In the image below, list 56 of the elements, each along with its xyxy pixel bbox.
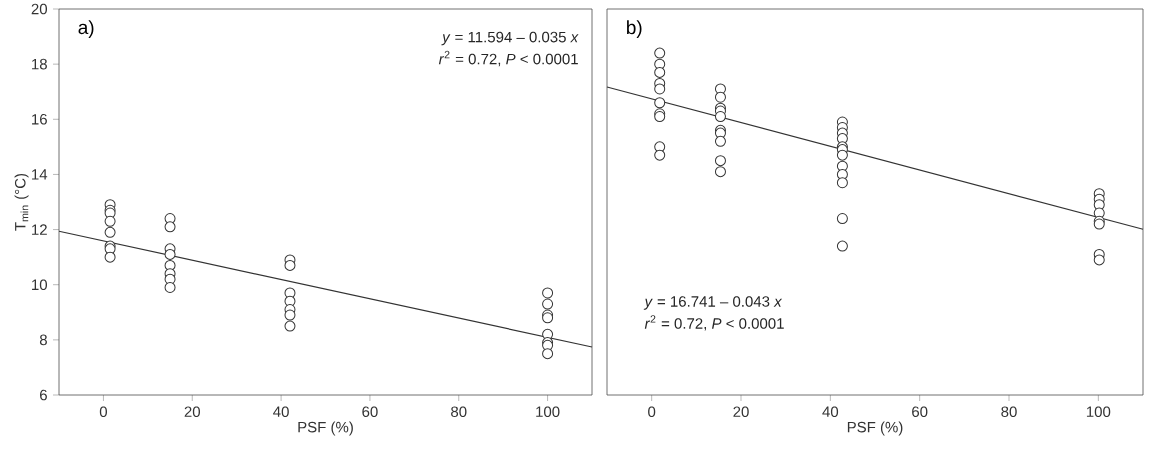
x-tick-label: 40 xyxy=(273,406,289,418)
point xyxy=(654,47,666,59)
point xyxy=(714,166,726,178)
annotation: r$^{2}$ = 0.72, P < 0.0001 xyxy=(644,315,784,331)
x-axis-title: PSF (%) xyxy=(298,421,353,436)
x-tick-label: 80 xyxy=(1001,406,1017,418)
y-tick-label: 16 xyxy=(32,113,47,125)
y-axis-title: T$_{min}$ (°C) xyxy=(14,173,29,231)
point xyxy=(542,298,554,310)
y-tick-label: 8 xyxy=(39,334,47,346)
x-tick-label: 80 xyxy=(451,406,467,418)
x-tick-label: 100 xyxy=(536,406,560,418)
point xyxy=(836,213,848,225)
annotation: y = 11.594 – 0.035 x xyxy=(441,31,579,46)
y-tick-label: 18 xyxy=(32,58,47,70)
point xyxy=(104,251,116,263)
point xyxy=(836,149,848,161)
y-tick-label: 6 xyxy=(40,389,47,401)
point xyxy=(164,221,176,233)
point xyxy=(284,320,296,332)
point xyxy=(104,226,116,238)
text: b) xyxy=(627,20,642,38)
x-tick-label: 100 xyxy=(1086,406,1111,418)
x-tick-label: 20 xyxy=(733,406,749,418)
x-tick-label: 40 xyxy=(822,406,839,418)
x-tick-label: 20 xyxy=(184,406,200,418)
y-tick-label: 10 xyxy=(32,279,48,291)
y-tick-label: 20 xyxy=(31,3,48,15)
x-tick-label: 0 xyxy=(648,406,656,418)
point xyxy=(542,348,554,360)
y-tick-label: 12 xyxy=(32,224,47,235)
point xyxy=(654,83,666,95)
x-tick-label: 0 xyxy=(99,406,107,418)
point xyxy=(1093,254,1105,266)
x-tick-label: 60 xyxy=(912,406,928,418)
x-axis-title: PSF (%) xyxy=(847,421,903,436)
point xyxy=(104,215,116,227)
point xyxy=(654,97,666,109)
point xyxy=(654,149,666,161)
point xyxy=(164,248,176,260)
x-tick-label: 60 xyxy=(362,406,378,418)
point xyxy=(836,240,848,252)
point xyxy=(714,135,726,147)
point xyxy=(714,155,726,167)
point xyxy=(714,111,726,123)
annotation: y = 16.741 – 0.043 x xyxy=(643,296,783,310)
text: a) xyxy=(78,20,94,38)
annotation: r$^{2}$ = 0.72, P < 0.0001 xyxy=(438,50,578,67)
point xyxy=(284,259,296,271)
point xyxy=(836,177,848,189)
point xyxy=(542,287,554,299)
point xyxy=(164,281,176,293)
point xyxy=(284,309,296,321)
point xyxy=(714,91,726,103)
y-tick-label: 14 xyxy=(32,169,48,180)
point xyxy=(654,66,666,78)
